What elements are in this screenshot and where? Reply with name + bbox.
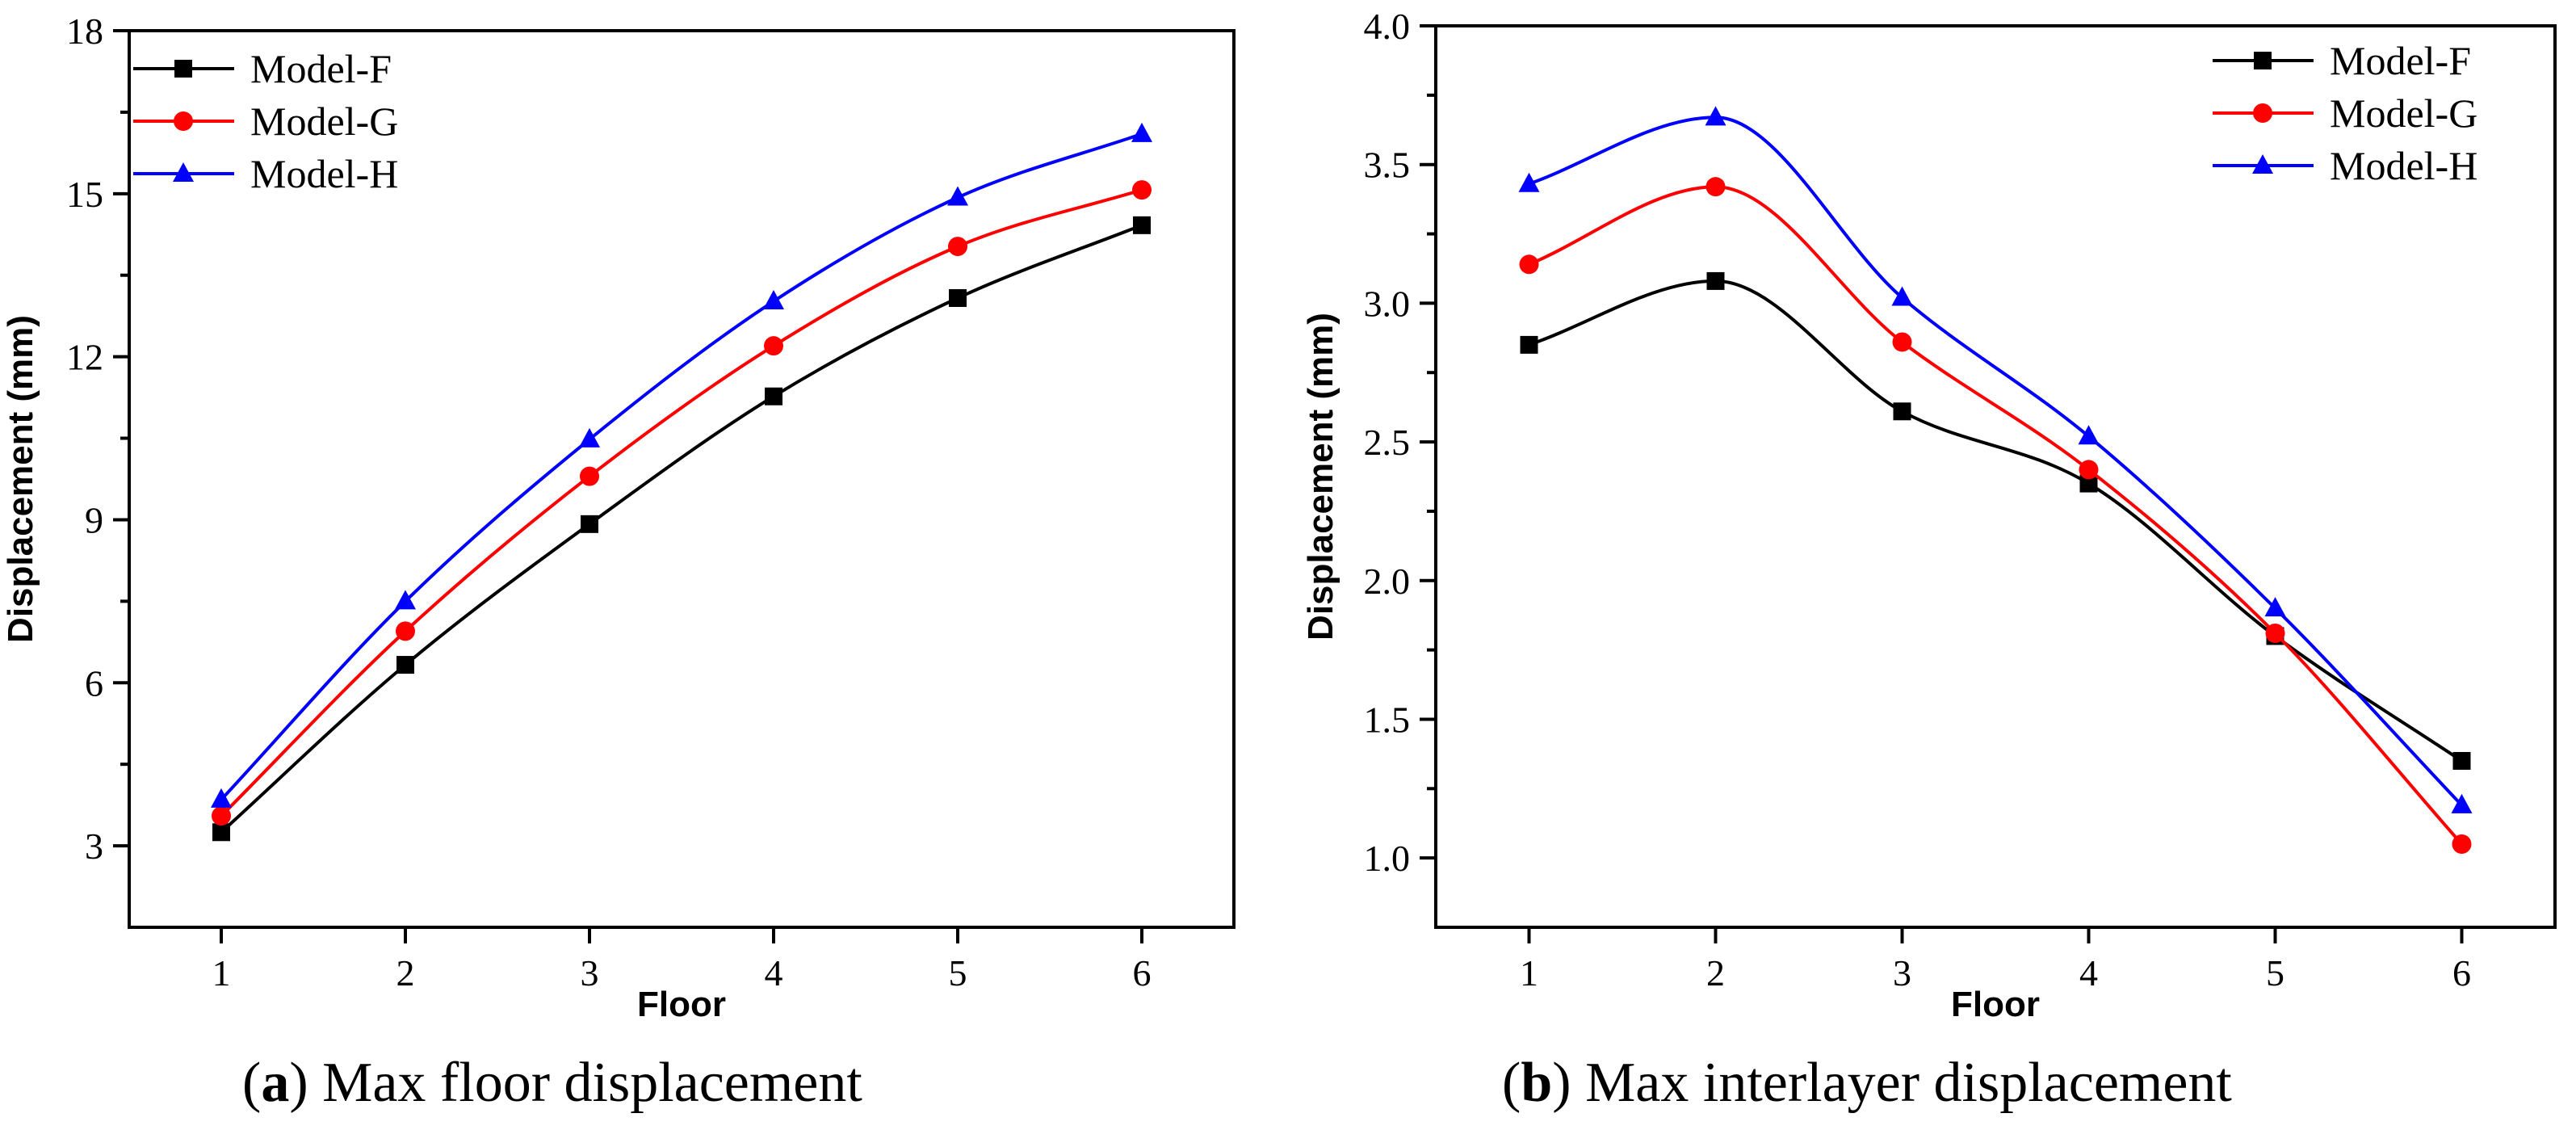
data-point-model-h (2451, 793, 2473, 813)
legend-label-model-h: Model-H (2330, 143, 2477, 188)
caption-text: Max floor displacement (308, 1052, 863, 1114)
legend-label-model-h: Model-H (250, 151, 398, 196)
data-point-model-f (949, 288, 967, 307)
y-tick-label: 2.0 (1364, 561, 1411, 602)
plot-frame (128, 29, 1236, 929)
data-point-model-f (581, 515, 598, 533)
plot-frame (1434, 24, 2557, 929)
x-tick-label: 4 (765, 952, 783, 994)
series-line-model-f (1528, 279, 2463, 763)
x-tick-label: 3 (1893, 952, 1911, 994)
x-tick-label: 6 (1133, 952, 1152, 994)
legend-label-model-f: Model-F (250, 46, 392, 91)
data-point-model-g (2265, 624, 2285, 644)
y-tick-label: 4.0 (1364, 6, 1411, 47)
legend-label-model-f: Model-F (2330, 38, 2471, 83)
data-point-model-f (396, 656, 414, 674)
legend-marker-model-h (2252, 154, 2273, 174)
caption-letter: b (1521, 1052, 1552, 1114)
data-point-model-h (1131, 122, 1152, 142)
legend: Model-F Model-G Model-H (2213, 38, 2477, 188)
data-point-model-h (2078, 425, 2100, 445)
series-line-model-g (1528, 185, 2463, 846)
data-point-model-f (765, 387, 782, 405)
y-tick-label: 18 (66, 11, 103, 52)
caption-letter: a (261, 1052, 289, 1114)
x-tick-label: 2 (1706, 952, 1725, 994)
caption-text: Max interlayer displacement (1571, 1052, 2233, 1114)
chart-panel-b: 1 2 3 4 5 6 1.0 1.5 2.0 2.5 3.0 3.5 4.0 Floor Displace… (1301, 6, 2557, 1114)
y-tick-label: 9 (85, 499, 103, 540)
legend-label-model-g: Model-G (2330, 90, 2477, 136)
y-tick-label: 6 (85, 662, 103, 704)
data-point-model-g (1705, 177, 1726, 197)
y-tick-label: 1.5 (1364, 699, 1411, 740)
data-point-model-f (1706, 271, 1725, 290)
data-point-model-g (212, 806, 231, 826)
data-point-model-g (1519, 254, 1539, 275)
y-tick-label: 3 (85, 826, 103, 867)
x-axis-title: Floor (1951, 985, 2040, 1024)
data-point-model-h (2264, 597, 2286, 617)
x-axis-title: Floor (637, 985, 726, 1024)
y-tick-label: 15 (66, 174, 103, 215)
panel-caption: (b) Max interlayer displacement (1502, 1052, 2232, 1114)
data-point-model-g (1892, 332, 1912, 352)
data-point-model-g (2079, 460, 2099, 480)
y-tick-label: 3.0 (1364, 283, 1411, 324)
x-tick-label: 4 (2079, 952, 2098, 994)
y-tick-label: 12 (66, 337, 103, 378)
legend-marker-model-h (173, 162, 194, 182)
data-point-model-f (1520, 335, 1538, 354)
y-axis-title: Displacement (mm) (1, 315, 40, 643)
data-point-model-h (579, 427, 600, 447)
data-point-model-g (948, 237, 967, 257)
data-point-model-h (1891, 286, 1913, 306)
data-point-model-g (580, 466, 599, 486)
x-tick-label: 2 (396, 952, 415, 994)
y-tick-label: 3.5 (1364, 145, 1411, 186)
x-tick-label: 3 (581, 952, 599, 994)
data-point-model-f (1133, 216, 1151, 234)
data-point-model-h (1705, 106, 1726, 126)
legend: Model-F Model-G Model-H (133, 46, 398, 196)
series-line-model-h (220, 132, 1143, 801)
legend-label-model-g: Model-G (250, 99, 398, 144)
data-point-model-f (1893, 402, 1911, 421)
legend-marker-model-f (2254, 52, 2272, 69)
legend-marker-model-g (174, 111, 193, 131)
data-point-model-h (395, 590, 416, 610)
x-tick-label: 1 (212, 952, 231, 994)
data-point-model-f (2452, 751, 2471, 770)
y-tick-label: 1.0 (1364, 838, 1411, 879)
panel-caption: (a) Max floor displacement (242, 1052, 862, 1114)
x-tick-label: 6 (2452, 952, 2471, 994)
data-point-model-g (1132, 180, 1152, 200)
x-tick-label: 5 (2266, 952, 2284, 994)
series-line-model-g (220, 188, 1143, 817)
data-point-model-h (763, 290, 784, 310)
series-line-model-f (220, 223, 1143, 834)
data-point-model-f (2079, 474, 2098, 493)
data-point-model-h (1518, 172, 1540, 192)
data-point-model-h (211, 788, 232, 808)
y-tick-label: 2.5 (1364, 422, 1411, 463)
data-point-model-g (764, 336, 783, 356)
data-point-model-g (396, 621, 415, 641)
legend-marker-model-g (2253, 103, 2272, 123)
x-tick-label: 1 (1520, 952, 1538, 994)
y-axis-title: Displacement (mm) (1301, 313, 1340, 641)
x-tick-label: 5 (949, 952, 967, 994)
series-line-model-h (1528, 116, 2463, 807)
data-point-model-f (212, 823, 230, 842)
data-point-model-g (2452, 834, 2472, 854)
data-point-model-h (947, 186, 968, 206)
legend-marker-model-f (174, 60, 192, 78)
